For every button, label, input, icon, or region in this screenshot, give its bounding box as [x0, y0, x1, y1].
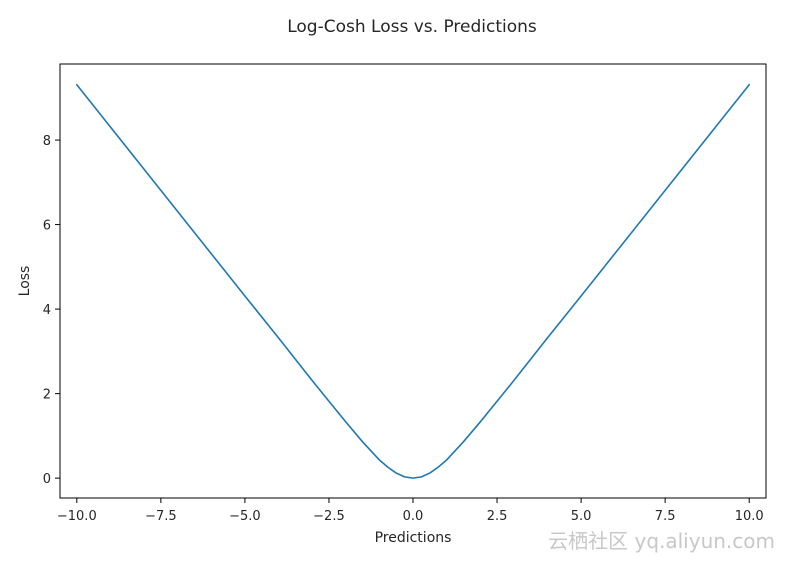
x-tick-label: 5.0 — [571, 509, 592, 524]
x-tick-label: −2.5 — [313, 509, 345, 524]
chart-title: Log-Cosh Loss vs. Predictions — [287, 17, 537, 37]
y-axis: 0 2 4 6 8 — [43, 134, 60, 487]
x-tick-label: −7.5 — [145, 509, 177, 524]
x-tick-label: 0.0 — [403, 509, 424, 524]
plot-frame — [59, 63, 767, 499]
x-tick-label: 10.0 — [735, 509, 764, 524]
x-tick-label: −5.0 — [229, 509, 261, 524]
x-tick-label: 2.5 — [487, 509, 508, 524]
plot-area — [76, 83, 750, 479]
x-axis: −10.0 −7.5 −5.0 −2.5 0.0 2.5 5.0 7.5 10.0 — [57, 498, 764, 524]
y-tick-label: 0 — [43, 472, 51, 487]
y-tick-label: 4 — [43, 303, 51, 318]
y-tick-label: 2 — [43, 388, 51, 403]
x-axis-title: Predictions — [375, 530, 452, 546]
series-line-0 — [76, 83, 750, 479]
y-tick-label: 6 — [43, 219, 51, 234]
x-tick-label: −10.0 — [57, 509, 97, 524]
y-axis-title: Loss — [17, 266, 33, 297]
watermark: 云栖社区 yq.aliyun.com — [548, 529, 775, 553]
x-tick-label: 7.5 — [655, 509, 676, 524]
y-tick-label: 8 — [43, 134, 51, 149]
